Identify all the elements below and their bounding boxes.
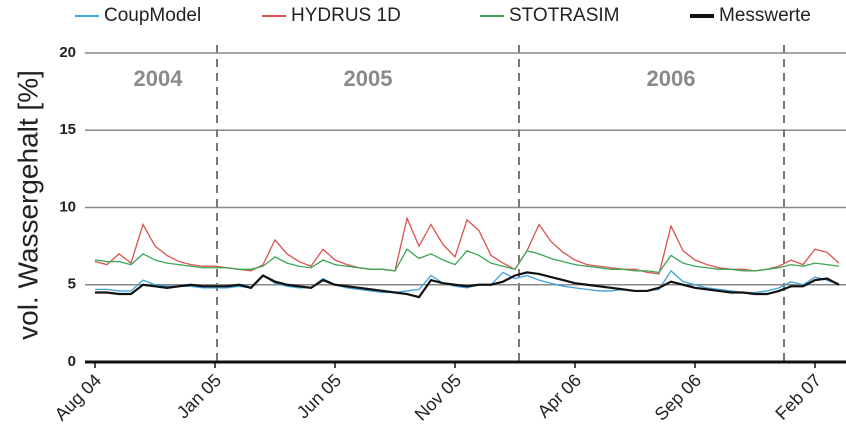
x-tick-label: Feb 07 — [771, 370, 825, 424]
y-tick-label: 10 — [59, 198, 76, 215]
series-line — [95, 271, 840, 299]
x-tick-label: Apr 06 — [534, 370, 586, 422]
x-tick-label: Nov 05 — [411, 370, 465, 424]
y-tick-label: 5 — [68, 276, 76, 293]
y-tick-label: 0 — [68, 353, 76, 370]
series-line — [94, 216, 840, 275]
x-tick-label: Jan 05 — [173, 370, 225, 422]
year-label: 2004 — [134, 66, 184, 91]
x-tick-label: Jun 05 — [293, 370, 345, 422]
x-tick-label: Aug 04 — [51, 370, 105, 424]
year-label: 2006 — [647, 66, 696, 91]
year-dividers — [216, 45, 785, 362]
series-line — [95, 269, 840, 294]
y-tick-label: 15 — [59, 121, 76, 138]
year-label: 2005 — [344, 66, 393, 91]
legend-label: CoupModel — [104, 5, 201, 26]
legend-label: STOTRASIM — [509, 5, 620, 26]
y-axis-title: vol. Wassergehalt [%] — [12, 70, 43, 340]
series-line — [94, 248, 840, 274]
legend-label: HYDRUS 1D — [291, 5, 401, 26]
y-tick-label: 20 — [59, 44, 76, 61]
x-tick-label: Sep 06 — [651, 370, 705, 424]
legend-label: Messwerte — [719, 5, 811, 26]
